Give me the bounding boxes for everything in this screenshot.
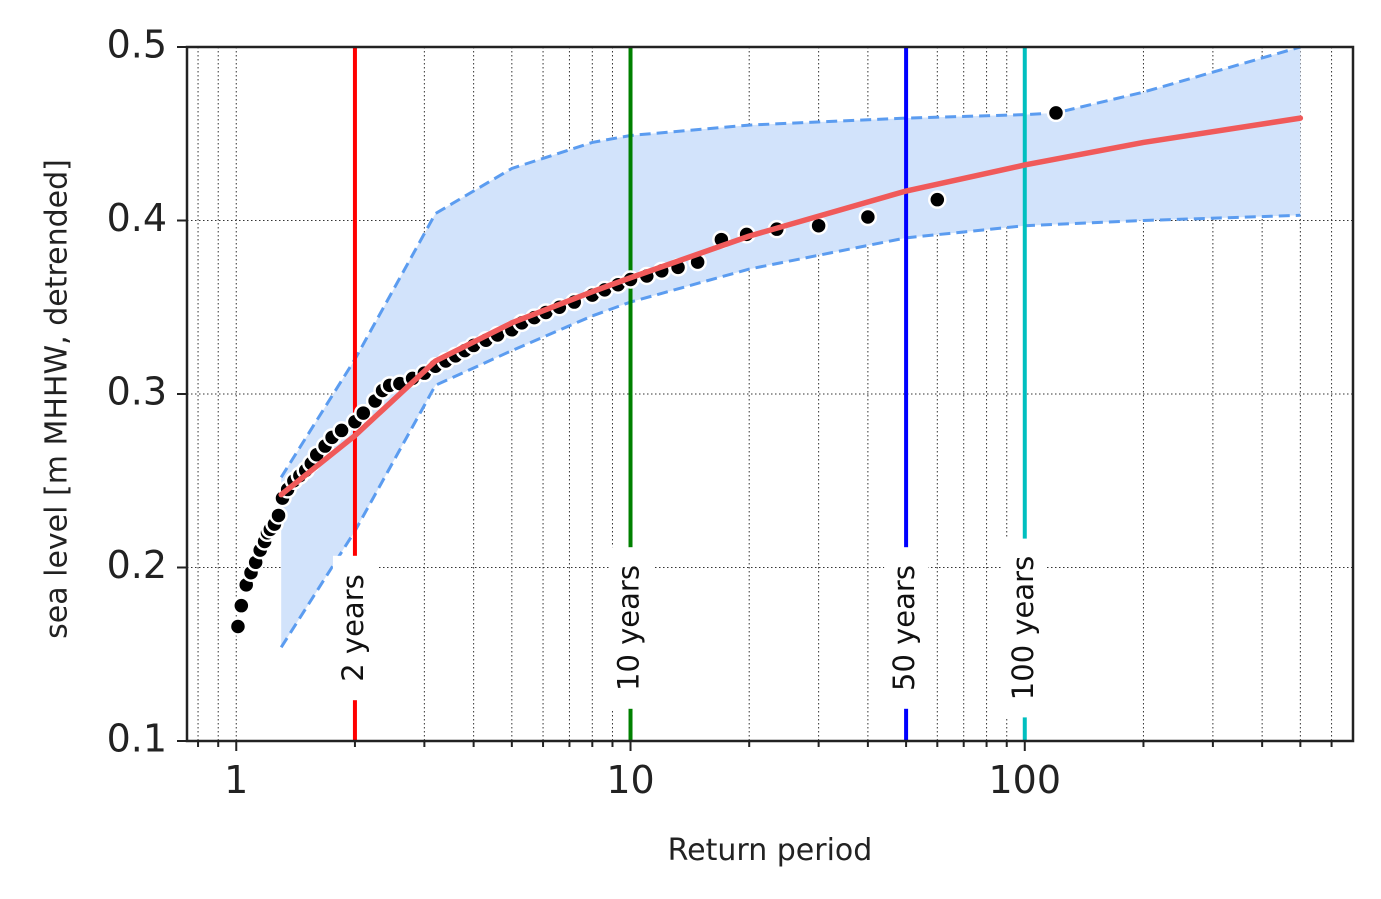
axes: 1 10 100 0.1 0.2 0.3 0.4 0.5 [107,23,1333,802]
data-point [858,207,878,227]
data-point [232,596,251,615]
data-point [928,190,947,209]
return-period-lines: 2 years 10 years 50 years 100 years [332,47,1047,741]
x-tick-label: 10 [606,758,654,802]
return-period-label: 10 years [612,565,646,691]
fit-curve [278,115,1304,498]
data-point [1046,103,1066,123]
y-tick-label: 0.1 [107,717,167,761]
y-tick-label: 0.5 [107,23,167,67]
data-point [228,617,248,636]
confidence-band-fill [281,47,1301,648]
return-period-label: 2 years [336,574,370,681]
y-tick-label: 0.3 [107,370,167,414]
y-axis-label: sea level [m MHHW, detrended] [40,159,75,639]
return-period-label: 100 years [1006,556,1040,700]
y-tick-label: 0.4 [107,196,167,240]
return-period-label: 50 years [887,565,921,691]
x-tick-label: 1 [224,758,248,802]
x-tick-label: 100 [989,758,1062,802]
return-period-label-box [332,555,377,701]
y-tick-label: 0.2 [107,543,167,587]
return-period-label-box [884,547,929,709]
data-point [269,506,288,525]
return-period-label-box [608,547,653,709]
x-axis-label: Return period [668,833,873,868]
ci-upper-line [279,45,1301,479]
return-period-label-box [1002,538,1047,718]
fit-line [278,115,1304,498]
data-point [332,421,351,440]
data-point [354,403,373,423]
